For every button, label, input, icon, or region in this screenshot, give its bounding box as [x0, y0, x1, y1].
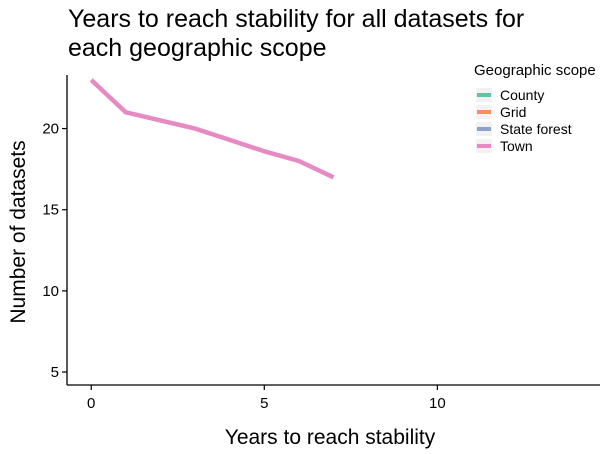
- y-tick-label: 15: [42, 202, 59, 219]
- legend-title: Geographic scope: [474, 62, 596, 79]
- x-tick-label: 0: [87, 395, 95, 412]
- y-tick-label: 20: [42, 121, 59, 138]
- x-tick-label: 5: [260, 395, 268, 412]
- y-axis-title: Number of datasets: [7, 140, 30, 323]
- legend-label-county: County: [500, 87, 544, 103]
- plot-area: [89, 78, 335, 180]
- x-axis-title: Years to reach stability: [225, 426, 436, 449]
- chart-title-line-1: Years to reach stability for all dataset…: [68, 5, 524, 33]
- legend-label-grid: Grid: [500, 104, 526, 120]
- y-axis-ticks: 5 10 15 20: [42, 121, 67, 381]
- series-line-town: [89, 78, 335, 180]
- chart-title-line-2: each geographic scope: [68, 34, 327, 62]
- x-tick-label: 10: [429, 395, 446, 412]
- legend-label-state-forest: State forest: [500, 121, 572, 137]
- legend-label-town: Town: [500, 138, 533, 154]
- y-tick-label: 10: [42, 283, 59, 300]
- y-tick-label: 5: [51, 364, 59, 381]
- x-axis-ticks: 0 5 10: [87, 385, 446, 412]
